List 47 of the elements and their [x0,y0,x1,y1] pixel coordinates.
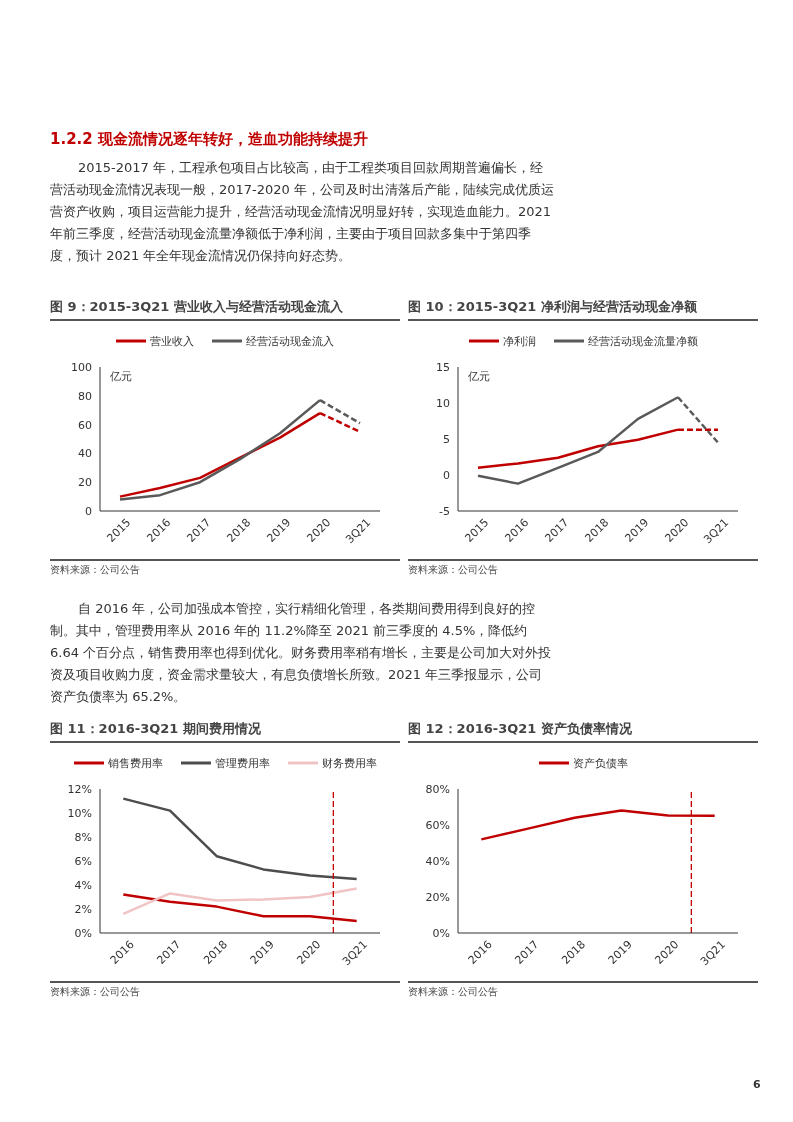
y-tick-label: 0 [443,468,450,482]
chart-title: 图 12：2016-3Q21 资产负债率情况 [408,720,758,743]
chart-title: 图 10：2015-3Q21 净利润与经营活动现金净额 [408,298,758,321]
y-tick-label: 60 [78,418,92,432]
y-tick-label: 4% [74,878,92,892]
y-tick-label: 15 [436,360,450,374]
text: 资料来源：公司公告 [50,559,400,577]
text: 1.2.2 现金流情况逐年转好，造血功能持续提升 [50,130,369,149]
legend-label: 财务费用率 [321,755,377,771]
text: 资料来源：公司公告 [408,981,758,999]
line-series [122,797,358,881]
legend-label: 营业收入 [150,333,194,349]
line-series [122,887,358,916]
legend-label: 经营活动现金流量净额 [587,333,698,349]
y-tick-label: 8% [74,830,92,844]
legend-label: 销售费用率 [107,755,163,771]
text: 6 [753,1078,761,1091]
y-tick-label: 60% [425,818,450,832]
y-tick-label: 10% [67,806,92,820]
y-tick-label: 80% [425,782,450,796]
legend-label: 净利润 [502,333,536,349]
y-tick-label: 0 [85,504,92,518]
y-tick-label: 40 [78,447,92,461]
y-tick-label: 0% [432,926,450,940]
legend-label: 资产负债率 [572,755,628,771]
text: 自 2016 年，公司加强成本管控，实行精细化管理，各类期间费用得到良好的控制。其中，管理费用率从 2016 年的 11.2%降至 2021 前三季度的 4.5%，降低约 6.64 个百分点，销售费用率也得到优化。财务费用率稍有增长，主要是公司加大对外投资及项目收购力度，资金需求量较大，有息负债增长所致。2021 年三季报显示，公司资产负债率为 65.2%。 [50,600,553,706]
y-tick-label: 20% [425,890,450,904]
y-tick-label: 12% [67,782,92,796]
text: 2015-2017 年，工程承包项目占比较高，由于工程类项目回款周期普遍偏长，经营活动现金流情况表现一般，2017-2020 年，公司及时出清落后产能，陆续完成优质运营资产收购，项目运营能力提升，经营活动现金流情况明显好转，实现造血能力。2021 年前三季度，经营活动现金流量净额低于净利润，主要由于项目回款多集中于第四季度，预计 2021 年全年现金流情况仍保持向好态势。 [50,159,555,265]
legend-label: 经营活动现金流入 [246,333,334,349]
y-tick-label: 80 [78,389,92,403]
text: 资料来源：公司公告 [50,981,400,999]
y-tick-label: 100 [71,360,92,374]
y-tick-label: -5 [439,504,450,518]
y-tick-label: 5 [443,432,450,446]
y-tick-label: 40% [425,854,450,868]
y-tick-label: 2% [74,902,92,916]
y-axis-title: 亿元 [468,369,490,384]
legend-label: 管理费用率 [214,755,270,771]
text: 资料来源：公司公告 [408,559,758,577]
y-tick-label: 0% [74,926,92,940]
y-tick-label: 20 [78,476,92,490]
y-tick-label: 6% [74,854,92,868]
y-axis-title: 亿元 [110,369,132,384]
chart-title: 图 11：2016-3Q21 期间费用情况 [50,720,400,743]
chart-title: 图 9：2015-3Q21 营业收入与经营活动现金流入 [50,298,400,321]
y-tick-label: 10 [436,396,450,410]
